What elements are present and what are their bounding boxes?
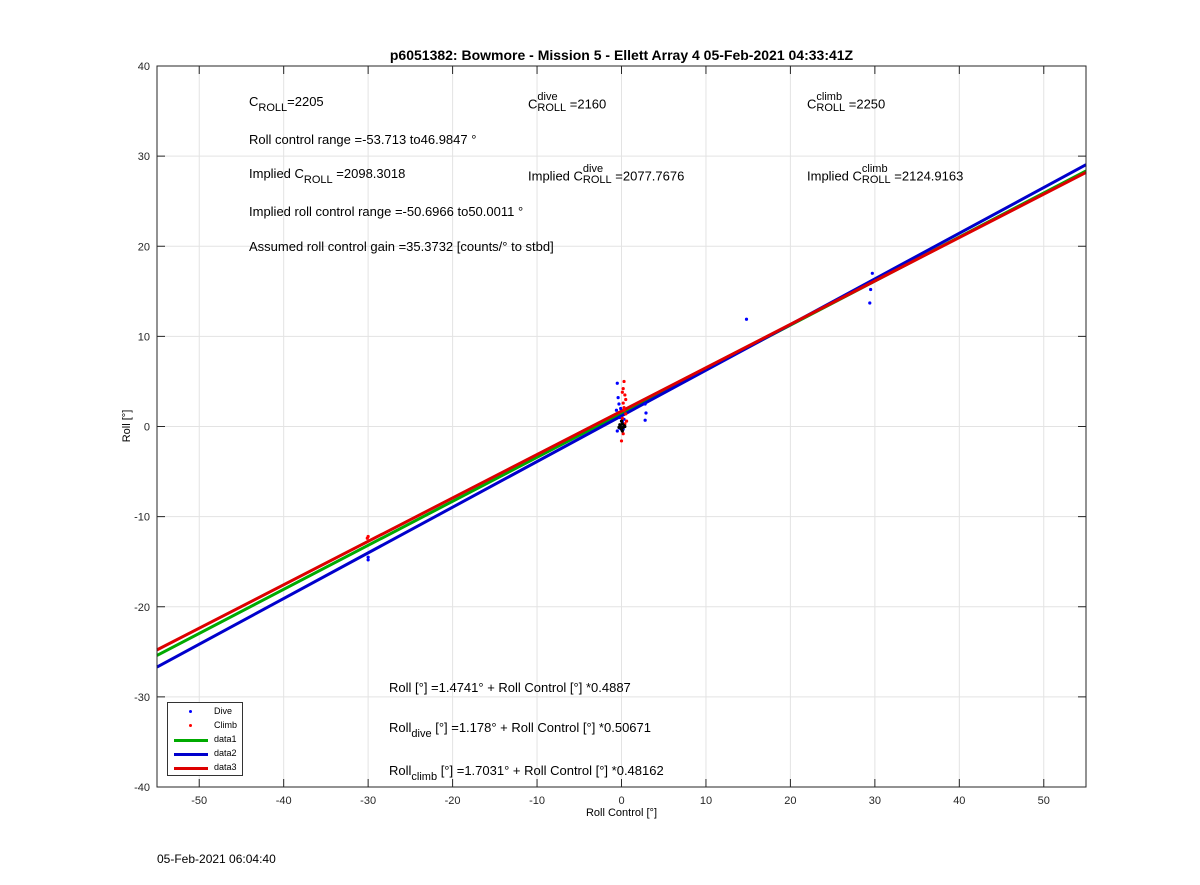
y-tick-label: -40	[134, 782, 150, 794]
roll-control-range-annotation: Roll control range =-53.713 to46.9847 °	[249, 132, 477, 147]
legend-label-data3: data3	[214, 762, 237, 772]
point-climb	[621, 387, 625, 391]
point-dive	[870, 271, 874, 275]
legend-label-climb: Climb	[214, 720, 238, 730]
fit-lines	[156, 163, 1087, 669]
x-tick-label: 50	[1038, 795, 1050, 807]
x-tick-label: -40	[276, 795, 292, 807]
equation-climb: Rollclimb [°] =1.7031° + Roll Control [°…	[389, 763, 664, 783]
x-tick-label: 20	[784, 795, 796, 807]
point-climb	[620, 390, 624, 394]
point-climb	[620, 416, 624, 420]
gain-annotation: Assumed roll control gain =35.3732 [coun…	[249, 239, 554, 254]
point-climb	[619, 439, 624, 443]
point-climb	[622, 405, 626, 410]
point-climb	[624, 397, 628, 402]
point-dive	[366, 555, 370, 559]
x-tick-label: 0	[618, 795, 624, 807]
axis-ticks: -50 -40 -30 -20 -10 0 10 20 30 40 50 -40 -30 -20 -10 0 1…	[134, 61, 1086, 807]
x-tick-label: -30	[360, 795, 376, 807]
fit-line-data2	[156, 163, 1087, 669]
point-dive	[615, 429, 619, 433]
y-tick-label: 0	[144, 422, 150, 434]
point-climb	[624, 412, 628, 416]
point-dive	[615, 381, 619, 385]
legend-label-data2: data2	[214, 748, 237, 758]
point-dive	[619, 406, 623, 411]
point-unlabeled	[618, 423, 622, 427]
equation-dive: Rolldive [°] =1.178° + Roll Control [°] …	[389, 720, 651, 740]
point-dive	[618, 415, 622, 420]
point-unlabeled	[617, 425, 621, 430]
y-tick-label: -30	[134, 692, 150, 704]
y-tick-label: 10	[138, 331, 150, 343]
point-unlabeled	[620, 429, 624, 433]
point-unlabeled	[619, 419, 624, 423]
point-dive	[868, 301, 872, 305]
point-climb	[622, 408, 626, 412]
chart-title: p6051382: Bowmore - Mission 5 - Ellett A…	[389, 47, 854, 63]
fit-line-data3	[156, 171, 1087, 652]
legend-label-data1: data1	[214, 734, 237, 744]
point-climb	[621, 401, 625, 405]
c-roll-annotation: CROLL=2205	[249, 94, 324, 114]
print-timestamp: 05-Feb-2021 06:04:40	[157, 852, 276, 866]
point-unlabeled	[623, 424, 627, 429]
x-tick-label: 10	[700, 795, 712, 807]
x-tick-label: 30	[869, 795, 881, 807]
legend-swatch-data3	[174, 767, 208, 770]
legend-item-dive: Dive	[168, 705, 242, 719]
point-dive	[643, 402, 647, 406]
implied-c-roll-annotation: Implied CROLL =2098.3018	[249, 166, 406, 186]
x-tick-label: -50	[191, 795, 207, 807]
point-dive	[744, 317, 749, 321]
legend-swatch-data1	[174, 739, 208, 742]
legend: Dive Climb data1 data2 data3	[167, 702, 243, 776]
point-climb	[621, 432, 625, 436]
legend-swatch-dive	[189, 710, 192, 713]
point-dive	[617, 402, 621, 406]
point-climb	[624, 419, 629, 423]
legend-swatch-data2	[174, 753, 208, 756]
y-tick-label: 30	[138, 151, 150, 163]
point-climb	[365, 536, 369, 540]
legend-item-data2: data2	[168, 747, 242, 761]
legend-label-dive: Dive	[214, 706, 233, 716]
y-axis-label: Roll [°]	[121, 409, 133, 443]
implied-range-annotation: Implied roll control range =-50.6966 to5…	[249, 204, 524, 219]
point-dive	[616, 396, 620, 400]
x-tick-label: -20	[445, 795, 461, 807]
point-dive	[644, 411, 648, 415]
legend-item-data3: data3	[168, 761, 242, 775]
point-dive	[643, 418, 647, 422]
y-tick-label: -10	[134, 512, 150, 524]
legend-item-data1: data1	[168, 733, 242, 747]
y-tick-label: -20	[134, 602, 150, 614]
point-dive	[366, 558, 370, 562]
data-points	[365, 271, 874, 562]
legend-item-climb: Climb	[168, 719, 242, 733]
x-tick-label: -10	[529, 795, 545, 807]
point-dive	[869, 287, 873, 292]
point-climb	[623, 393, 627, 397]
y-tick-label: 40	[138, 61, 150, 73]
x-axis-label: Roll Control [°]	[585, 807, 658, 819]
y-tick-label: 20	[138, 241, 150, 253]
point-dive	[614, 408, 619, 412]
equation-all: Roll [°] =1.4741° + Roll Control [°] *0.…	[389, 680, 631, 695]
legend-swatch-climb	[189, 724, 192, 727]
x-tick-label: 40	[953, 795, 965, 807]
point-climb	[622, 379, 626, 384]
